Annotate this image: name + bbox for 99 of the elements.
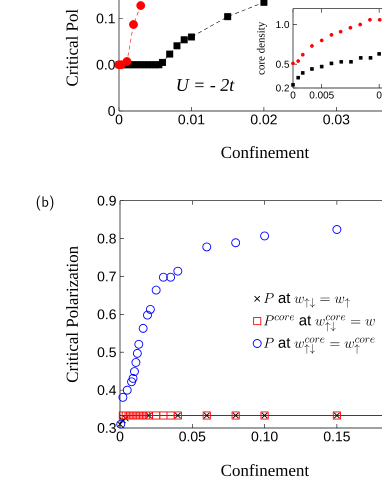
y-tick-label: 0.2 [276,84,289,92]
legend-label: $P\ \mathrm{at}\ w^{core}_{\uparrow\downarrow}=w^{core}_{\uparrow}$ [264,338,375,354]
point [330,62,334,66]
x-tick-label: 0.10 [252,432,278,442]
point [330,32,334,37]
point [128,411,136,420]
y-axis-title: core density [256,22,267,75]
point [173,266,182,276]
point [180,36,188,44]
point [368,56,372,60]
point [133,411,142,420]
point [358,56,363,60]
point [202,242,212,252]
x-tick-label: 0 [116,114,122,124]
point [158,58,166,66]
point [136,1,146,10]
point [122,57,132,66]
y-axis-title: Critical Polarization [66,246,78,382]
point [122,411,130,420]
x-tick-label: 0.15 [324,432,350,442]
legend-label: $P\ \mathrm{at}\ w_{\uparrow\downarrow}=w_{\uparrow}$ [264,293,350,308]
point [132,348,142,358]
point [377,52,381,56]
point [224,13,232,20]
point [296,59,300,63]
point [134,340,144,349]
point [368,18,372,22]
point [166,272,176,282]
x-tick-label: 0.01 [178,114,204,124]
y-tick-label: 0.6 [98,309,116,320]
point [136,411,144,420]
x-tick-label: 0.05 [179,432,206,442]
point [300,52,305,57]
point [320,38,324,42]
point [260,231,270,240]
point [349,60,353,64]
point [130,411,139,420]
y-axis-title: Critical Pol [66,9,78,86]
x-tick-label: 0.03 [323,114,350,124]
annotation: U = - 2t [177,78,235,92]
point [158,272,168,282]
point [339,60,344,64]
legend-label: $P^{core}\ \mathrm{at}\ w^{core}_{\uparrow\downarrow}=w$ [264,315,375,332]
point [338,30,343,34]
point [129,20,138,29]
point [152,411,160,420]
point [231,238,240,248]
x-axis-title: Confinement [221,146,310,158]
point [173,42,180,50]
point [138,324,148,333]
point [291,62,295,66]
point [188,33,195,40]
x-tick-label: 0 [290,92,296,99]
point [142,411,150,420]
point [358,22,362,26]
y-tick-label: 0 [108,106,115,116]
point [118,392,128,402]
y-tick-label: 0.0 [96,60,115,70]
x-tick-label: 0 [116,432,124,442]
y-tick-label: 0.9 [98,196,116,206]
point [300,71,305,75]
point [139,411,148,420]
y-tick-label: 0.1 [96,14,115,24]
y-tick-label: 0.5 [98,347,116,358]
point [166,50,174,58]
x-tick-label: 0.02 [250,114,277,124]
point [166,411,175,420]
point [130,367,139,376]
point [332,225,342,234]
text: (b) [36,195,54,210]
point [120,417,126,424]
x-tick-label: 0.005 [310,92,334,99]
y-tick-label: 0.5 [276,60,290,68]
y-tick-label: 0.8 [98,234,116,244]
y-tick-label: 0.3 [98,423,116,433]
point [159,411,168,420]
point [122,386,132,395]
y-tick-label: 0.4 [98,385,116,396]
point [291,83,295,87]
x-axis-title: Confinement [221,464,310,476]
point [320,64,324,68]
point [296,76,300,80]
point [348,26,352,30]
point [310,67,314,71]
point [124,411,133,420]
point [310,44,314,48]
point [118,411,127,420]
point [146,304,155,314]
y-tick-label: 1.0 [276,21,290,28]
point [127,377,136,386]
point [152,286,161,295]
point [131,358,140,367]
y-tick-label: 0.7 [98,272,116,282]
point [260,0,268,6]
x-tick-label: 0 [376,92,382,99]
point [128,374,138,383]
point [122,415,129,422]
point [143,310,152,320]
point [378,18,382,22]
